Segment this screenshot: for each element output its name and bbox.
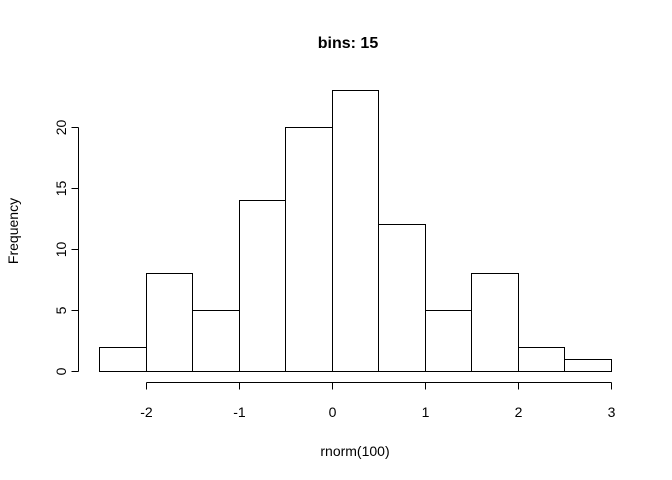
y-axis-label: Frequency <box>5 198 21 264</box>
histogram-bar <box>425 310 472 372</box>
chart-title: bins: 15 <box>318 35 379 52</box>
histogram-bar <box>192 310 240 372</box>
histogram-bar <box>471 273 519 372</box>
x-tick-label: -2 <box>140 404 153 420</box>
x-tick-label: 2 <box>515 404 523 420</box>
y-tick-label: 5 <box>53 306 69 314</box>
y-tick-label: 0 <box>53 367 69 375</box>
histogram-bar <box>285 127 333 372</box>
histogram-bar <box>378 224 426 372</box>
x-axis-label: rnorm(100) <box>320 443 389 459</box>
histogram-bar <box>239 200 286 372</box>
x-tick-label: 3 <box>608 404 616 420</box>
x-axis: -2 -1 0 1 2 3 <box>140 382 616 420</box>
x-tick-label: -1 <box>233 404 246 420</box>
x-tick-label: 0 <box>329 404 337 420</box>
y-tick-label: 10 <box>53 242 69 258</box>
y-tick-label: 20 <box>53 120 69 136</box>
y-axis: 0 5 10 15 20 <box>53 120 79 375</box>
y-tick-label: 15 <box>53 181 69 197</box>
histogram-bar <box>564 359 612 372</box>
bars-group <box>99 90 612 372</box>
histogram-bar <box>146 273 193 372</box>
histogram-bar <box>99 347 147 372</box>
histogram-bar <box>332 90 379 372</box>
x-tick-label: 1 <box>422 404 430 420</box>
histogram-bar <box>518 347 565 372</box>
